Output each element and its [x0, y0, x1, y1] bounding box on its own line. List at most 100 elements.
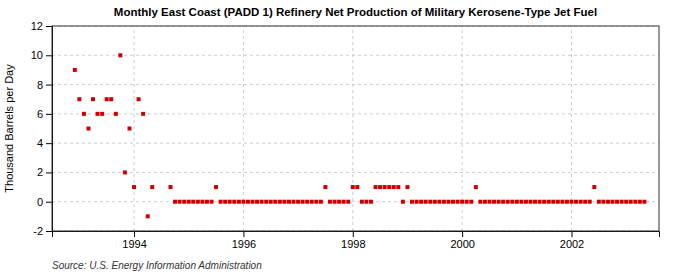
grid-line-x: [352, 26, 353, 231]
point: [620, 200, 624, 204]
point: [82, 112, 86, 116]
point: [100, 112, 104, 116]
point: [538, 200, 542, 204]
point: [392, 185, 396, 189]
point: [296, 200, 300, 204]
point: [533, 200, 537, 204]
x-tick-mark: [462, 231, 463, 237]
point: [506, 200, 510, 204]
point: [460, 200, 464, 204]
point: [328, 200, 332, 204]
point: [574, 200, 578, 204]
point: [428, 200, 432, 204]
point: [178, 200, 182, 204]
point: [615, 200, 619, 204]
point: [579, 200, 583, 204]
point: [606, 200, 610, 204]
y-tick: 6: [37, 108, 52, 120]
point: [123, 170, 127, 174]
point: [419, 200, 423, 204]
y-tick: -2: [33, 225, 52, 237]
point: [510, 200, 514, 204]
y-tick-mark: [46, 26, 52, 27]
point: [323, 185, 327, 189]
point: [415, 200, 419, 204]
point: [150, 185, 154, 189]
point: [570, 200, 574, 204]
point: [260, 200, 264, 204]
point: [446, 200, 450, 204]
point: [337, 200, 341, 204]
y-tick: 8: [37, 79, 52, 91]
x-tick-label: 1998: [341, 238, 365, 250]
y-tick-mark: [46, 202, 52, 203]
plot-frame: [52, 26, 659, 231]
point: [451, 200, 455, 204]
point: [601, 200, 605, 204]
x-tick: 2002: [560, 231, 584, 250]
point: [223, 200, 227, 204]
point: [251, 200, 255, 204]
x-tick-label: 1996: [232, 238, 256, 250]
point: [319, 200, 323, 204]
point: [333, 200, 337, 204]
point: [205, 200, 209, 204]
x-tick-label: 1994: [122, 238, 146, 250]
point: [405, 185, 409, 189]
point: [273, 200, 277, 204]
chart: 19941996199820002002-2024681012Monthly E…: [0, 0, 675, 275]
point: [565, 200, 569, 204]
point: [487, 200, 491, 204]
point: [642, 200, 646, 204]
source: Source: U.S. Energy Information Administ…: [52, 260, 262, 271]
point: [378, 185, 382, 189]
point: [624, 200, 628, 204]
x-axis: 1994 1996 1998 2000 2002: [53, 231, 660, 250]
point: [73, 68, 77, 72]
y-tick-label: -2: [33, 225, 43, 237]
grid-line-y: [52, 84, 659, 85]
point: [96, 112, 100, 116]
point: [456, 200, 460, 204]
y-tick-mark: [46, 143, 52, 144]
point: [351, 185, 355, 189]
point: [282, 200, 286, 204]
point: [127, 127, 131, 131]
point: [191, 200, 195, 204]
grid-line-y: [52, 172, 659, 173]
point: [241, 200, 245, 204]
point: [237, 200, 241, 204]
point: [305, 200, 309, 204]
point: [424, 200, 428, 204]
point: [105, 97, 109, 101]
point: [542, 200, 546, 204]
point: [588, 200, 592, 204]
point: [187, 200, 191, 204]
point: [141, 112, 145, 116]
point: [346, 200, 350, 204]
point: [547, 200, 551, 204]
y-tick-mark: [46, 231, 52, 232]
point: [442, 200, 446, 204]
point: [246, 200, 250, 204]
point: [401, 200, 405, 204]
grid: [52, 26, 659, 231]
point: [396, 185, 400, 189]
grid-line-x: [134, 26, 135, 231]
y-tick: 2: [37, 166, 52, 178]
point: [556, 200, 560, 204]
point: [501, 200, 505, 204]
point: [91, 97, 95, 101]
y-tick-label: 0: [37, 196, 43, 208]
x-tick-mark: [134, 231, 135, 237]
point: [551, 200, 555, 204]
point: [360, 200, 364, 204]
point: [169, 185, 173, 189]
point: [410, 200, 414, 204]
x-tick-label: 2000: [450, 238, 474, 250]
x-tick: 1994: [122, 231, 146, 250]
point: [269, 200, 273, 204]
point: [228, 200, 232, 204]
point: [633, 200, 637, 204]
y-tick-label: 8: [37, 79, 43, 91]
